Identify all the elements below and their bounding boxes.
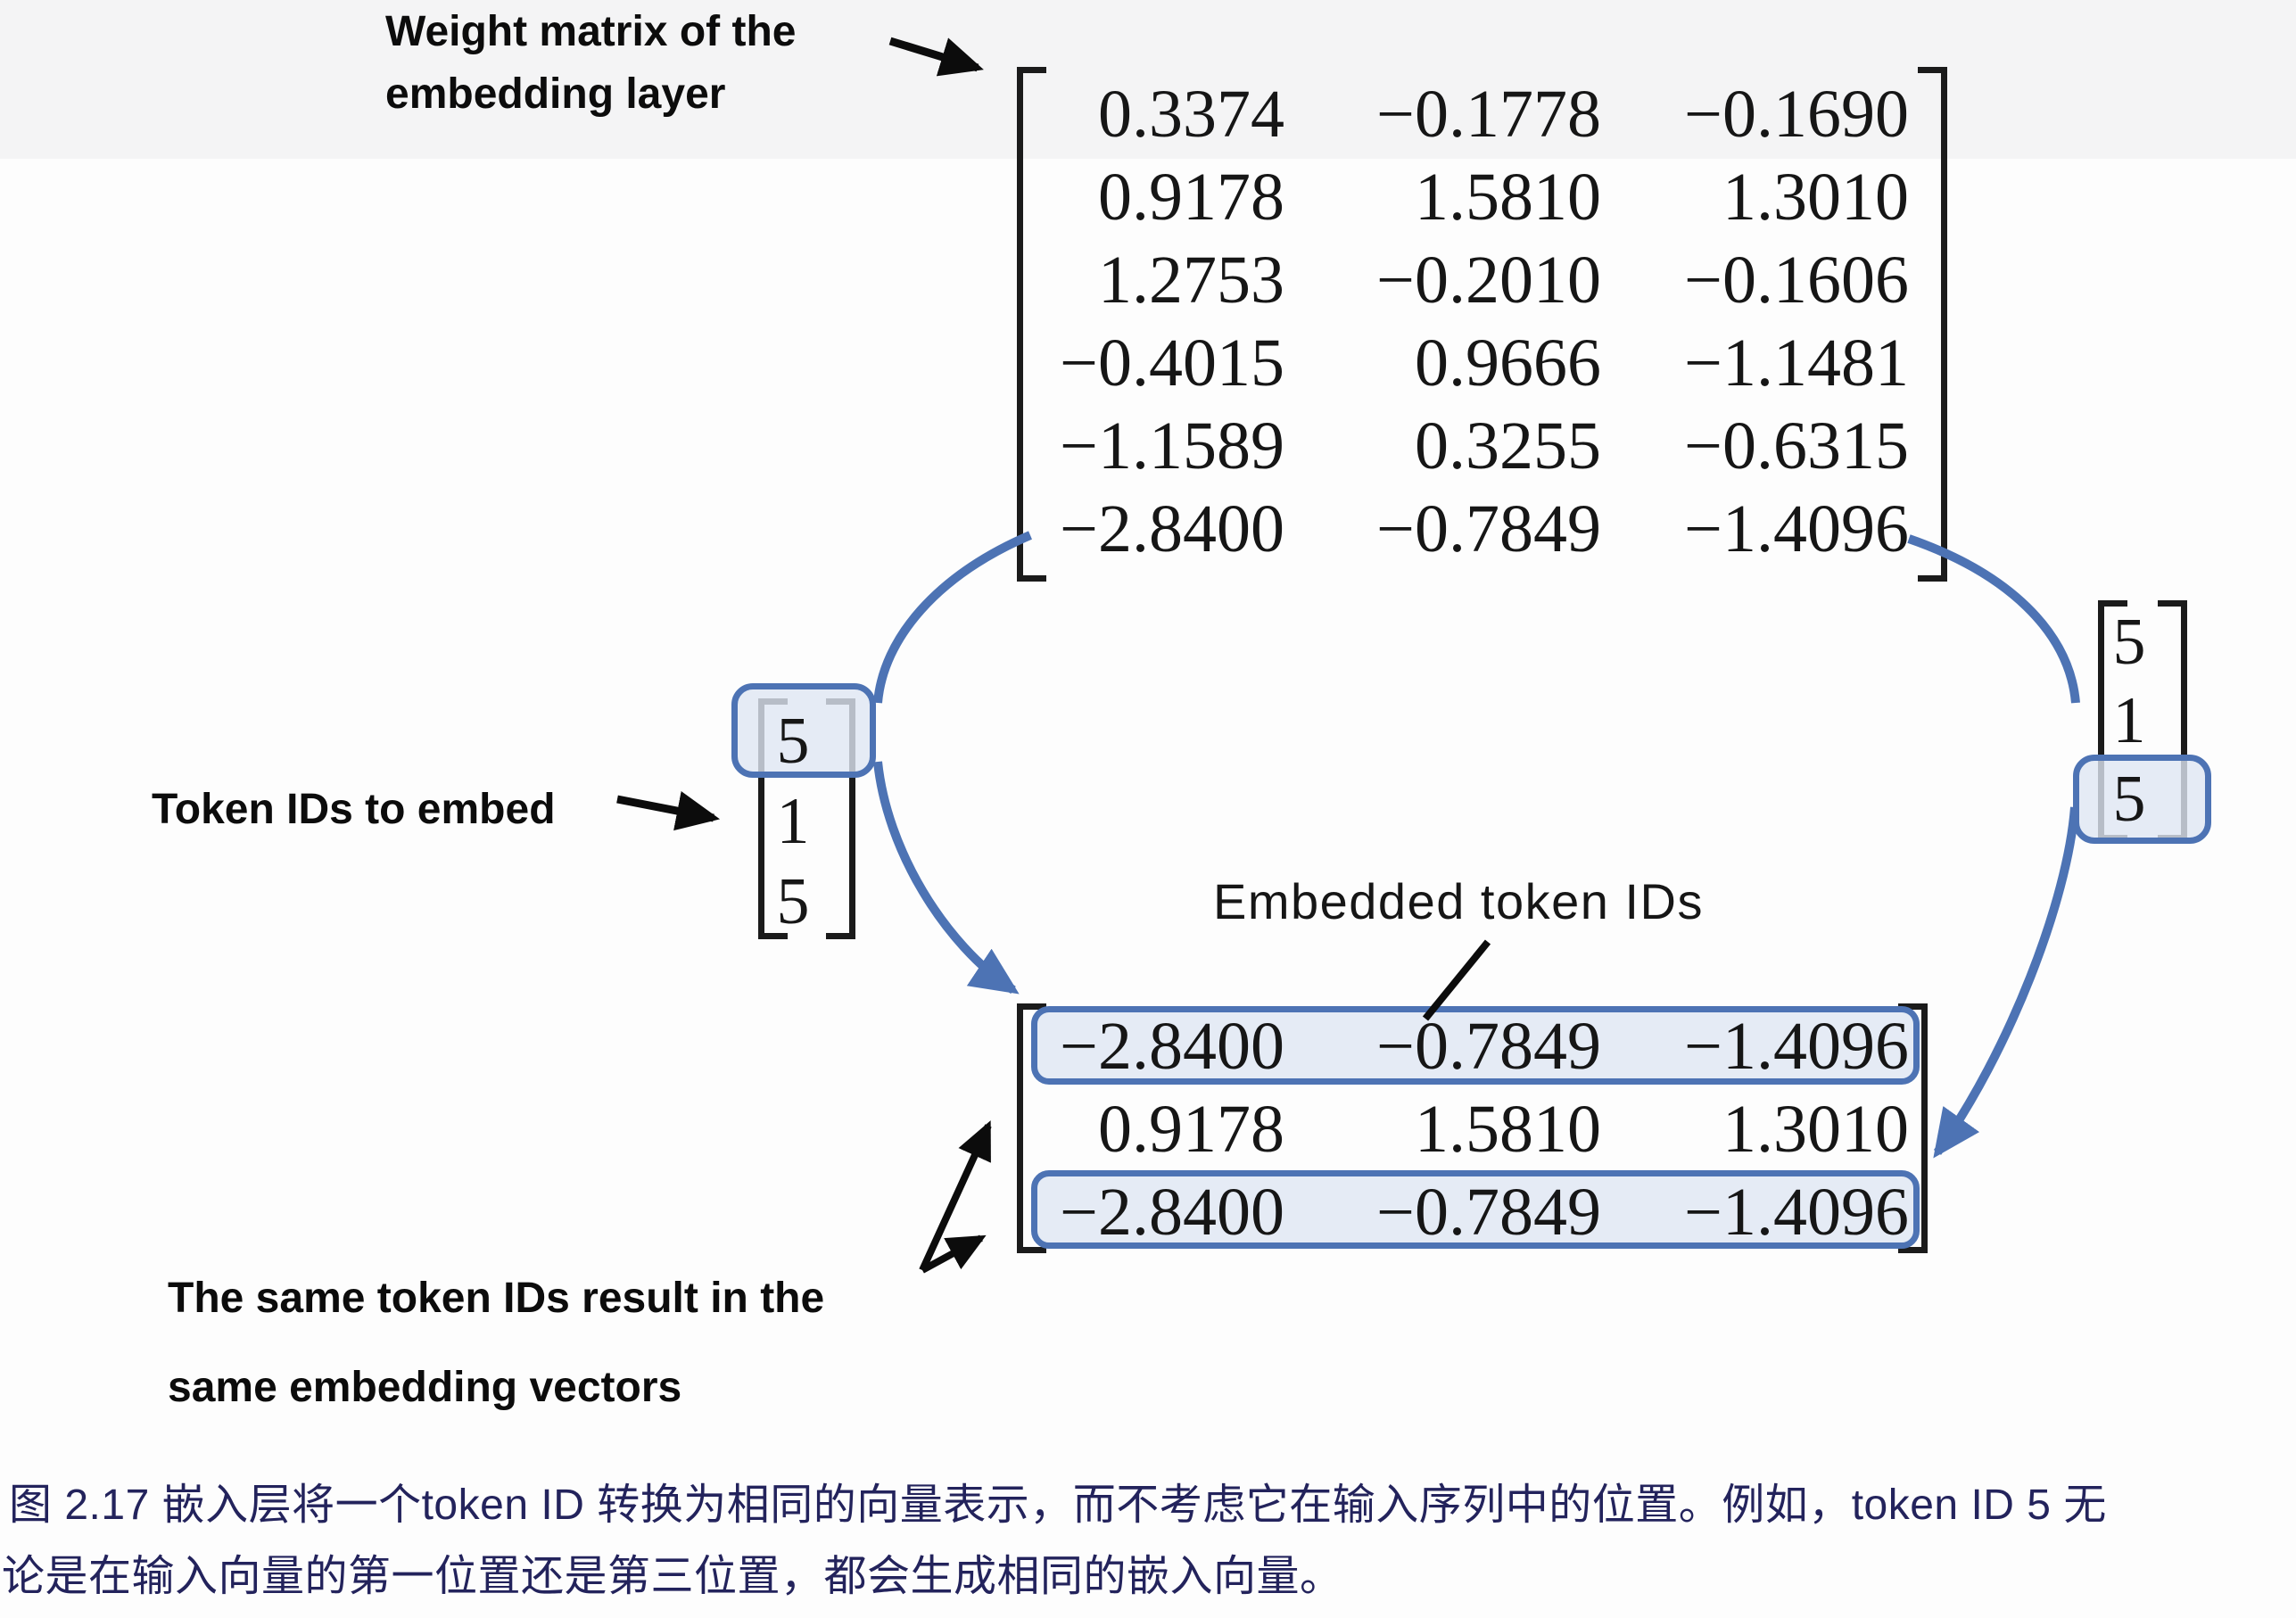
embedded-matrix-right-bracket [1898, 1003, 1928, 1253]
weight-matrix: 0.3374 −0.1778 −0.1690 0.9178 1.5810 1.3… [1057, 73, 1909, 571]
highlight-embedded-row3 [1031, 1170, 1920, 1249]
matrix-cell: −0.7849 [1376, 1175, 1601, 1250]
matrix-cell: −1.1481 [1684, 326, 1909, 400]
weight-matrix-label-line2: embedding layer [385, 70, 726, 118]
matrix-cell: −0.2010 [1376, 243, 1601, 318]
matrix-cell: 0.9178 [1098, 1092, 1284, 1167]
figure-caption-line2: 论是在输入向量的第一位置还是第三位置，都会生成相同的嵌入向量。 [2, 1553, 1343, 1600]
weight-matrix-left-bracket [1017, 67, 1046, 582]
token-id-cell: 5 [776, 705, 810, 778]
matrix-cell: 1.5810 [1415, 160, 1601, 235]
matrix-cell: 0.9178 [1098, 160, 1284, 235]
matrix-cell: 1.5810 [1415, 1092, 1601, 1167]
matrix-cell: −1.4096 [1684, 1175, 1909, 1250]
same-token-ids-label-line2: same embedding vectors [168, 1364, 682, 1411]
token-id-cell: 1 [776, 785, 810, 858]
same-token-arrow-row3 [921, 1234, 987, 1274]
curve-weight-to-left-token [873, 531, 1032, 704]
matrix-cell: 1.3010 [1722, 1092, 1909, 1167]
curve-left-token-to-embedded-row1 [873, 761, 1020, 995]
matrix-cell: −0.1778 [1376, 77, 1601, 152]
token-id-cell: 5 [776, 865, 810, 938]
matrix-cell: −1.4096 [1684, 491, 1909, 566]
same-token-ids-label-line1: The same token IDs result in the [168, 1275, 825, 1322]
figure-caption-line1: 图 2.17 嵌入层将一个token ID 转换为相同的向量表示，而不考虑它在输… [9, 1482, 2107, 1529]
curve-right-token-to-embedded-row3 [1933, 806, 2079, 1159]
matrix-cell: −0.1690 [1684, 77, 1909, 152]
matrix-cell: −0.7849 [1376, 1009, 1601, 1084]
token-ids-arrow [616, 791, 721, 831]
matrix-cell: 0.9666 [1415, 326, 1601, 400]
caption-background [0, 0, 2296, 159]
matrix-cell: 1.3010 [1722, 160, 1909, 235]
highlight-right-vector-row3 [2073, 755, 2211, 844]
matrix-cell: 0.3255 [1415, 409, 1601, 483]
matrix-cell: 0.3374 [1098, 77, 1284, 152]
token-ids-left-vector: 5 1 5 [764, 701, 822, 942]
matrix-cell: −1.1589 [1060, 409, 1284, 483]
matrix-cell: −0.6315 [1684, 409, 1909, 483]
token-ids-label: Token IDs to embed [152, 786, 556, 833]
same-token-arrow-row1 [919, 1120, 992, 1272]
token-id-cell: 5 [2112, 763, 2146, 836]
matrix-cell: −0.7849 [1376, 491, 1601, 566]
matrix-cell: −2.8400 [1060, 1175, 1284, 1250]
matrix-cell: −2.8400 [1060, 1009, 1284, 1084]
matrix-cell: −1.4096 [1684, 1009, 1909, 1084]
weight-matrix-label-line1: Weight matrix of the [385, 8, 797, 55]
token-id-cell: 1 [2112, 684, 2146, 757]
weight-matrix-right-bracket [1918, 67, 1947, 582]
matrix-cell: 1.2753 [1098, 243, 1284, 318]
matrix-cell: −0.4015 [1060, 326, 1284, 400]
embedded-matrix-left-bracket [1017, 1003, 1046, 1253]
highlight-left-vector-row1 [731, 683, 876, 778]
token-id-cell: 5 [2112, 606, 2146, 679]
matrix-cell: −0.1606 [1684, 243, 1909, 318]
matrix-cell: −2.8400 [1060, 491, 1284, 566]
embedded-matrix: −2.8400 −0.7849 −1.4096 0.9178 1.5810 1.… [1057, 1005, 1909, 1254]
token-ids-right-vector: 5 1 5 [2103, 603, 2155, 838]
embedded-token-ids-label: Embedded token IDs [1213, 873, 1704, 929]
